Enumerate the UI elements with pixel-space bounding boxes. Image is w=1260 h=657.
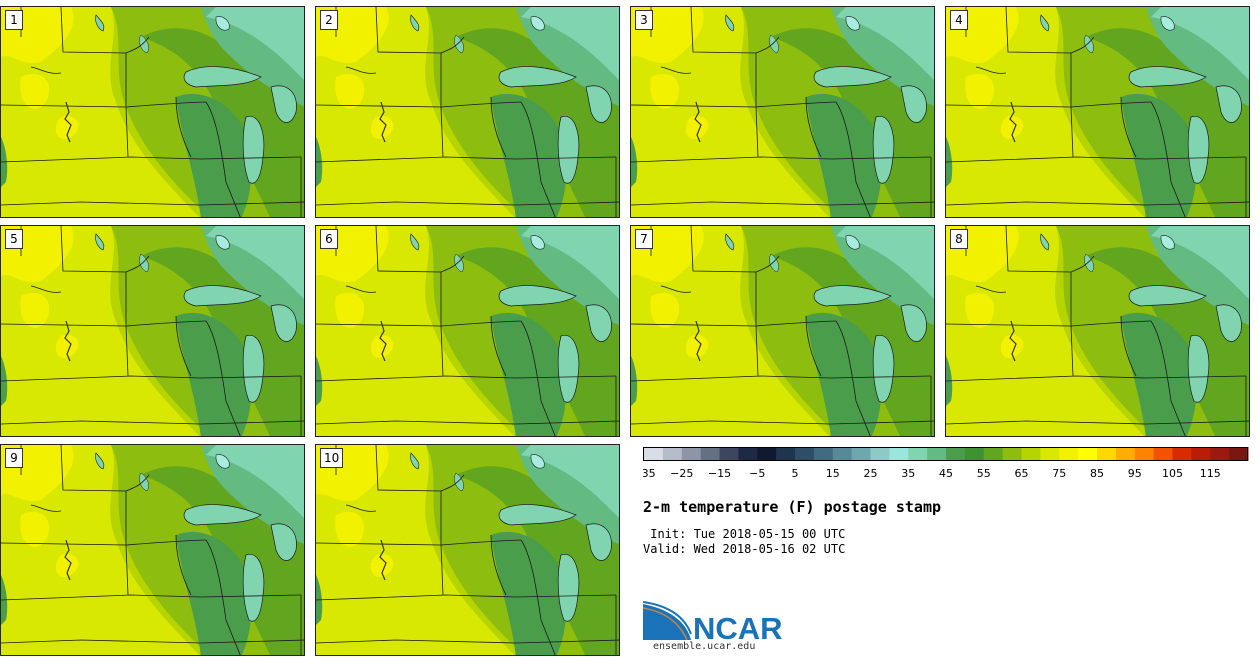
colorbar-swatch <box>776 447 796 461</box>
colorbar-swatch <box>662 447 683 461</box>
colorbar-swatch <box>908 447 928 461</box>
colorbar-border <box>643 447 1248 461</box>
ensemble-member-panel: 10 <box>315 444 620 656</box>
colorbar-tick-label: 35 <box>901 467 915 480</box>
colorbar-swatch <box>946 447 966 461</box>
colorbar-swatch <box>927 447 947 461</box>
ncar-logo: NCAR <box>643 601 783 642</box>
colorbar-tick-label: 5 <box>792 467 799 480</box>
temperature-map <box>1 445 304 655</box>
temperature-map <box>631 226 934 436</box>
member-number-label: 7 <box>635 229 653 249</box>
colorbar-tick-label: 95 <box>1128 467 1142 480</box>
member-number-label: 8 <box>950 229 968 249</box>
logo-url: ensemble.ucar.edu <box>653 641 756 652</box>
colorbar-tick-label: 65 <box>1015 467 1029 480</box>
member-number-label: 5 <box>5 229 23 249</box>
temperature-map <box>316 445 619 655</box>
colorbar-swatch <box>1172 447 1192 461</box>
member-number-label: 10 <box>320 448 344 468</box>
init-time: Init: Tue 2018-05-15 00 UTC <box>643 527 846 541</box>
temperature-map <box>946 7 1249 217</box>
member-number-label: 9 <box>5 448 23 468</box>
colorbar-swatch <box>983 447 1004 461</box>
temperature-map <box>316 226 619 436</box>
colorbar-tick-label: 55 <box>977 467 991 480</box>
colorbar-tick-label: −35 <box>643 467 656 480</box>
ensemble-member-panel: 7 <box>630 225 935 437</box>
colorbar-swatch <box>1229 447 1249 461</box>
colorbar-swatch <box>964 447 985 461</box>
colorbar-tick-label: −15 <box>708 467 731 480</box>
colorbar-tick-label: −25 <box>670 467 693 480</box>
colorbar-tick-label: 45 <box>939 467 953 480</box>
temperature-map <box>631 7 934 217</box>
colorbar-swatch <box>1002 447 1022 461</box>
colorbar-swatch <box>1059 447 1079 461</box>
ensemble-member-panel: 9 <box>0 444 305 656</box>
colorbar-swatch <box>738 447 758 461</box>
colorbar-tick-label: 15 <box>826 467 840 480</box>
colorbar-swatch <box>1078 447 1098 461</box>
colorbar-tick-label: 115 <box>1200 467 1221 480</box>
colorbar-swatch <box>1134 447 1155 461</box>
colorbar-swatch <box>813 447 834 461</box>
temperature-colorbar: −35 −25 −15 −5 5 15 25 35 45 55 65 75 85 95 105 115 <box>643 447 1249 480</box>
colorbar-swatch <box>1115 447 1136 461</box>
member-number-label: 2 <box>320 10 338 30</box>
member-number-label: 1 <box>5 10 23 30</box>
temperature-map <box>946 226 1249 436</box>
colorbar-swatch <box>719 447 739 461</box>
colorbar-swatch <box>870 447 890 461</box>
colorbar-swatch <box>795 447 815 461</box>
logo-text: NCAR <box>693 611 783 642</box>
ensemble-member-panel: 6 <box>315 225 620 437</box>
valid-time: Valid: Wed 2018-05-16 02 UTC <box>643 542 846 556</box>
colorbar-tick-label: 85 <box>1090 467 1104 480</box>
colorbar-swatch <box>1097 447 1117 461</box>
ensemble-member-panel: 8 <box>945 225 1250 437</box>
colorbar-swatch <box>851 447 871 461</box>
temperature-map <box>316 7 619 217</box>
colorbar-tick-label: 25 <box>864 467 878 480</box>
ensemble-member-panel: 1 <box>0 6 305 218</box>
colorbar-swatch <box>1191 447 1211 461</box>
temperature-map <box>1 7 304 217</box>
colorbar-swatch <box>832 447 853 461</box>
member-number-label: 3 <box>635 10 653 30</box>
ensemble-member-panel: 5 <box>0 225 305 437</box>
ensemble-member-panel: 3 <box>630 6 935 218</box>
chart-title: 2-m temperature (F) postage stamp <box>643 498 942 516</box>
colorbar-swatch <box>889 447 909 461</box>
colorbar-swatch <box>644 447 664 461</box>
colorbar-tick-label: −5 <box>749 467 765 480</box>
colorbar-swatch <box>700 447 720 461</box>
ensemble-member-panel: 2 <box>315 6 620 218</box>
temperature-map <box>1 226 304 436</box>
colorbar-tick-label: 75 <box>1052 467 1066 480</box>
colorbar-swatch <box>1210 447 1230 461</box>
colorbar-swatch <box>1040 447 1060 461</box>
colorbar-swatch <box>1021 447 1041 461</box>
ensemble-member-panel: 4 <box>945 6 1250 218</box>
colorbar-tick-label: 105 <box>1162 467 1183 480</box>
member-number-label: 4 <box>950 10 968 30</box>
colorbar-swatch <box>757 447 777 461</box>
colorbar-swatch <box>681 447 702 461</box>
colorbar-swatch <box>1153 447 1173 461</box>
member-number-label: 6 <box>320 229 338 249</box>
